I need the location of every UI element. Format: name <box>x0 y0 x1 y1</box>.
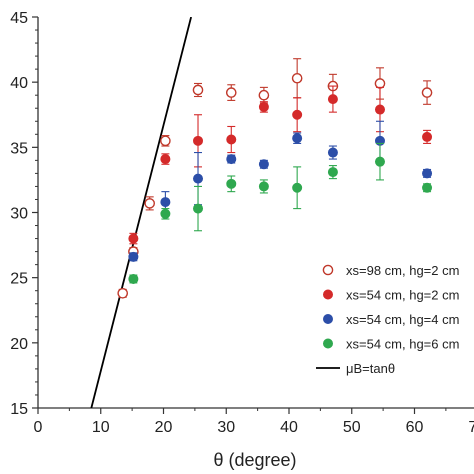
legend-label: μB=tanθ <box>346 361 395 376</box>
y-tick-label: 40 <box>10 75 28 92</box>
data-point <box>258 101 269 112</box>
data-point <box>226 154 237 165</box>
data-point <box>226 178 237 189</box>
tan-theta-line <box>90 17 192 408</box>
data-point <box>226 134 237 145</box>
data-point <box>374 104 385 115</box>
data-point <box>192 84 204 96</box>
data-point <box>128 251 139 262</box>
x-tick-label: 30 <box>217 419 235 436</box>
y-tick-label: 15 <box>10 401 28 418</box>
y-tick-label: 20 <box>10 336 28 353</box>
y-tick-label: 25 <box>10 271 28 288</box>
legend-marker <box>322 313 333 324</box>
data-point <box>422 168 433 179</box>
legend-label: xs=54 cm, hg=6 cm <box>346 337 459 352</box>
legend-label: xs=98 cm, hg=2 cm <box>346 263 459 278</box>
data-point <box>374 78 386 89</box>
legend-marker <box>322 289 333 300</box>
data-point <box>422 131 433 142</box>
legend-label: xs=54 cm, hg=2 cm <box>346 288 459 303</box>
legend-marker <box>322 264 334 276</box>
data-point <box>144 198 155 209</box>
data-point <box>225 87 237 98</box>
y-tick-label: 35 <box>10 140 28 157</box>
data-point <box>327 94 338 105</box>
data-point <box>292 109 303 120</box>
x-tick-label: 10 <box>92 419 110 436</box>
data-point <box>160 154 171 165</box>
data-point <box>258 89 270 101</box>
data-point <box>258 159 269 170</box>
data-point <box>422 182 433 193</box>
x-tick-label: 60 <box>406 419 424 436</box>
data-point <box>291 72 303 84</box>
x-tick-label: 50 <box>343 419 361 436</box>
x-tick-label: 0 <box>34 419 43 436</box>
x-tick-label: 70 <box>468 419 474 436</box>
data-point <box>327 167 338 178</box>
data-point <box>128 273 139 284</box>
data-point <box>160 197 171 208</box>
data-point <box>160 208 171 219</box>
data-point <box>117 288 129 299</box>
data-point <box>292 182 303 193</box>
plot-area <box>90 17 433 408</box>
data-point <box>193 135 204 146</box>
y-tick-label: 45 <box>10 10 28 27</box>
x-tick-label: 40 <box>280 419 298 436</box>
legend-label: xs=54 cm, hg=4 cm <box>346 312 459 327</box>
x-axis-title: θ (degree) <box>213 450 296 470</box>
data-point <box>193 173 204 184</box>
data-point <box>258 181 269 192</box>
data-point <box>421 87 433 98</box>
data-point <box>128 233 139 244</box>
legend-marker <box>322 338 333 349</box>
data-point <box>374 156 385 167</box>
x-tick-label: 20 <box>155 419 173 436</box>
data-point <box>292 133 303 144</box>
y-tick-label: 30 <box>10 206 28 223</box>
data-point <box>160 135 171 147</box>
data-point <box>327 147 338 158</box>
data-point <box>193 203 204 214</box>
